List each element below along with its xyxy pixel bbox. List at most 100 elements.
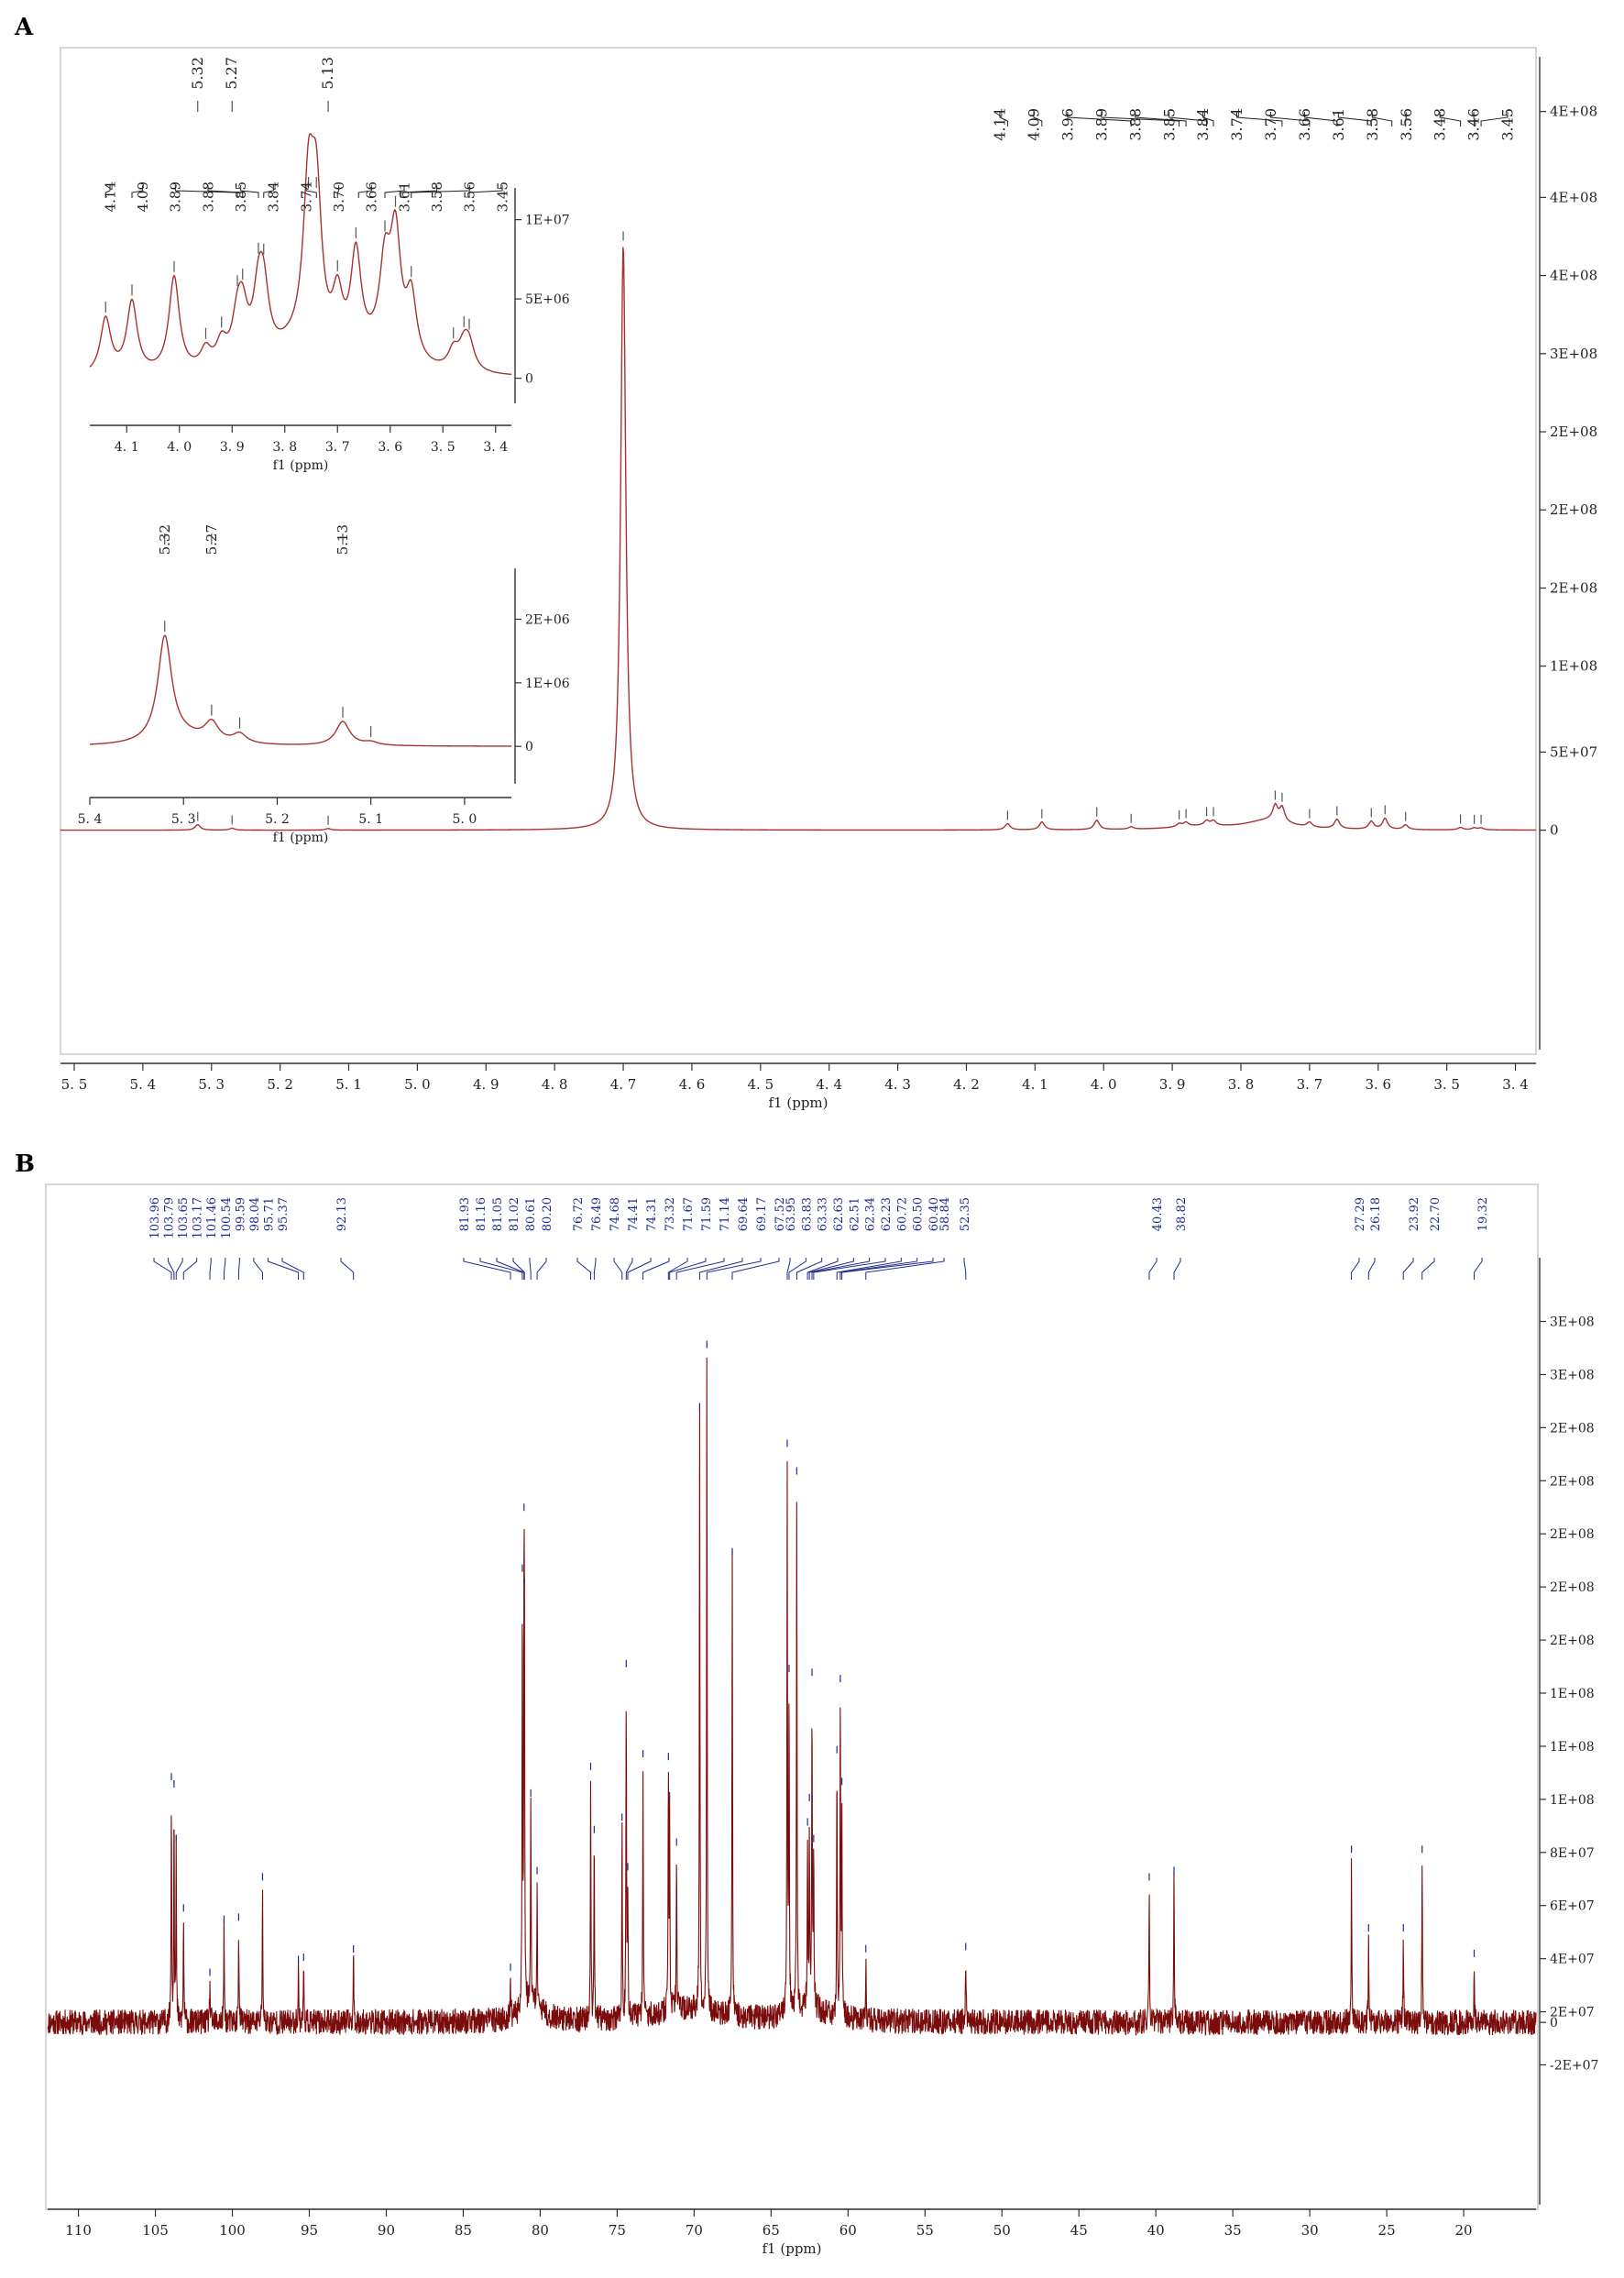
inset-1-peak-label-2: 3.89 [168, 182, 184, 212]
inset-1-x-tick-label-7: 3. 4 [483, 440, 508, 455]
b-main-peak-connector-8 [267, 1258, 300, 1280]
inset-1-x-tick-label-3: 3. 8 [272, 440, 297, 455]
a-main-x-tick-label-19: 3. 6 [1365, 1076, 1391, 1093]
inset-1-peak-connector-3 [207, 185, 244, 198]
b-main-peak-connector-27 [706, 1258, 762, 1280]
inset-1-x-axis-label: f1 (ppm) [273, 458, 329, 473]
inset-1-peak-connector-4 [240, 185, 259, 198]
b-main-y-tick-label-11: 6E+07 [1550, 1899, 1595, 1914]
a-main-peak-connector-4 [1135, 112, 1187, 127]
a-main-peak-connector-1 [1033, 112, 1043, 127]
a-main-peak-connector-15 [1480, 112, 1509, 127]
a-main-x-tick-label-2: 5. 3 [198, 1076, 225, 1093]
a-main-y-tick-label-2: 4E+08 [1550, 268, 1597, 284]
a-main-x-tick-label-16: 3. 9 [1159, 1076, 1186, 1093]
a-main-x-tick-label-0: 5. 5 [61, 1076, 88, 1093]
a-main-y-tick-label-9: 0 [1550, 822, 1559, 839]
a-main-x-tick-label-7: 4. 8 [542, 1076, 568, 1093]
b-main-peak-connector-28 [731, 1258, 780, 1280]
inset-2-x-tick-label-3: 5. 1 [358, 812, 383, 827]
b-main-peak-connector-26 [698, 1258, 743, 1280]
a-main-y-tick-label-6: 2E+08 [1550, 579, 1597, 596]
inset-1-y-tick-label-0: 1E+07 [525, 214, 570, 228]
b-main-y-tick-label-0: 3E+08 [1550, 1315, 1595, 1330]
b-main-peak-connector-4 [209, 1258, 212, 1280]
a-main-peak-label-7: 3.74 [1228, 108, 1245, 141]
b-main-peak-label-23: 71.67 [682, 1197, 696, 1231]
a-main-peak-label-13: 3.48 [1432, 108, 1449, 141]
a-main-x-tick-label-3: 5. 2 [267, 1076, 293, 1093]
inset-1-y-tick-label-2: 0 [525, 372, 533, 387]
a-main-y-tick-label-3: 3E+08 [1550, 346, 1597, 362]
b-main-peak-label-43: 27.29 [1354, 1197, 1367, 1231]
b-main-y-tick-label-1: 3E+08 [1550, 1368, 1595, 1382]
a-main-x-tick-label-13: 4. 2 [953, 1076, 980, 1093]
a-main-peak-label-9: 3.66 [1296, 108, 1313, 141]
b-main-peak-label-20: 74.41 [627, 1197, 641, 1231]
b-main-peak-label-8: 95.71 [262, 1197, 276, 1231]
b-main-x-tick-label-17: 25 [1378, 2222, 1396, 2239]
b-main-peak-connector-34 [811, 1258, 871, 1280]
panel-a: A 5. 5 5. 4 5. 3 5. 2 5. 1 5. 0 4. 9 4. 8 4. 7 4.… [14, 14, 1597, 1111]
inset-1-background [88, 128, 519, 413]
inset-1-spectrum-line [89, 133, 512, 376]
b-main-peak-label-12: 81.16 [475, 1197, 488, 1231]
b-main-peak-connector-1 [168, 1258, 175, 1280]
b-main-peak-label-10: 92.13 [335, 1197, 349, 1231]
inset-2-x-tick-label-0: 5. 4 [78, 812, 103, 827]
inset-1-x-tick-label-1: 4. 0 [167, 440, 192, 455]
a-main-x-tick-label-4: 5. 1 [335, 1076, 362, 1093]
b-main-peak-connector-14 [512, 1258, 525, 1280]
inset-2-plot: 5. 4 5. 3 5. 2 5. 1 5. 0f1 (ppm)2E+061E+0605… [78, 513, 570, 845]
a-main-x-tick-label-8: 4. 7 [610, 1076, 637, 1093]
b-main-spectrum-line [47, 1357, 1537, 2037]
a-main-x-tick-label-6: 4. 9 [473, 1076, 499, 1093]
panel-b: B 110 105 100 95 90 85 80 75 70 65 60 55 50 45 40 35 30 2… [15, 1150, 1598, 2257]
b-main-x-tick-label-4: 90 [378, 2222, 395, 2239]
a-main-peak-label-1: 4.09 [1026, 108, 1043, 141]
b-main-x-tick-label-14: 40 [1147, 2222, 1165, 2239]
inset-1-peak-connector-11 [411, 185, 470, 198]
a-main-peak-label-4: 3.88 [1126, 108, 1144, 141]
a-main-peak-label-10: 3.61 [1330, 108, 1347, 141]
inset-1-y-tick-label-1: 5E+06 [525, 292, 570, 307]
inset-2-x-axis-label: f1 (ppm) [273, 831, 329, 845]
a-main-peak-label-0: 4.14 [992, 108, 1009, 141]
b-main-peak-label-1: 103.79 [163, 1197, 177, 1239]
b-main-peak-connector-15 [529, 1258, 532, 1280]
b-main-peak-label-3: 103.17 [192, 1197, 205, 1239]
b-main-peak-connector-10 [340, 1258, 355, 1280]
b-main-peak-label-2: 103.65 [177, 1197, 191, 1239]
b-main-peak-connector-6 [237, 1258, 240, 1280]
panel-b-letter: B [15, 1150, 35, 1178]
inset-2-spectrum-line [89, 634, 511, 747]
inset-1-peak-connector-12 [468, 185, 503, 198]
b-main-peak-label-11: 81.93 [458, 1197, 472, 1231]
inset-1-peak-label-3: 3.88 [200, 182, 216, 212]
b-main-peak-connector-42 [1173, 1258, 1181, 1280]
inset-1-x-tick-label-6: 3. 5 [431, 440, 455, 455]
inset-1-x-tick-label-4: 3. 7 [325, 440, 350, 455]
b-main-peak-connector-38 [841, 1258, 934, 1280]
inset-2-y-tick-label-2: 0 [525, 740, 533, 754]
a-main-x-tick-label-17: 3. 8 [1228, 1076, 1255, 1093]
b-main-peak-label-7: 98.04 [248, 1197, 262, 1231]
a-main-peak-label-12: 3.56 [1398, 108, 1415, 141]
b-main-x-tick-label-9: 65 [763, 2222, 780, 2239]
a-main-spectrum-line [60, 247, 1536, 831]
b-main-y-tick-label-6: 2E+08 [1550, 1634, 1595, 1648]
b-main-peak-label-24: 71.59 [700, 1197, 714, 1231]
a-main-peak-label-5: 3.85 [1160, 108, 1178, 141]
a-main-peak-connector-3 [1101, 112, 1180, 127]
b-main-peak-connector-16 [536, 1258, 547, 1280]
b-main-x-tick-label-6: 80 [532, 2222, 549, 2239]
a-main-peak-label-15: 3.45 [1499, 108, 1517, 141]
a-main-x-axis-label: f1 (ppm) [769, 1095, 828, 1111]
b-main-y-tick-label-4: 2E+08 [1550, 1527, 1595, 1542]
inset-2-x-tick-label-4: 5. 0 [453, 812, 477, 827]
inset-1-peak-label-1: 4.09 [135, 182, 151, 212]
a-main-peak-connector-2 [1067, 112, 1132, 127]
inset-1-peak-connector-6 [305, 185, 317, 198]
b-main-peak-label-14: 81.02 [508, 1197, 521, 1231]
a-main-peak-connector-13 [1439, 112, 1462, 127]
